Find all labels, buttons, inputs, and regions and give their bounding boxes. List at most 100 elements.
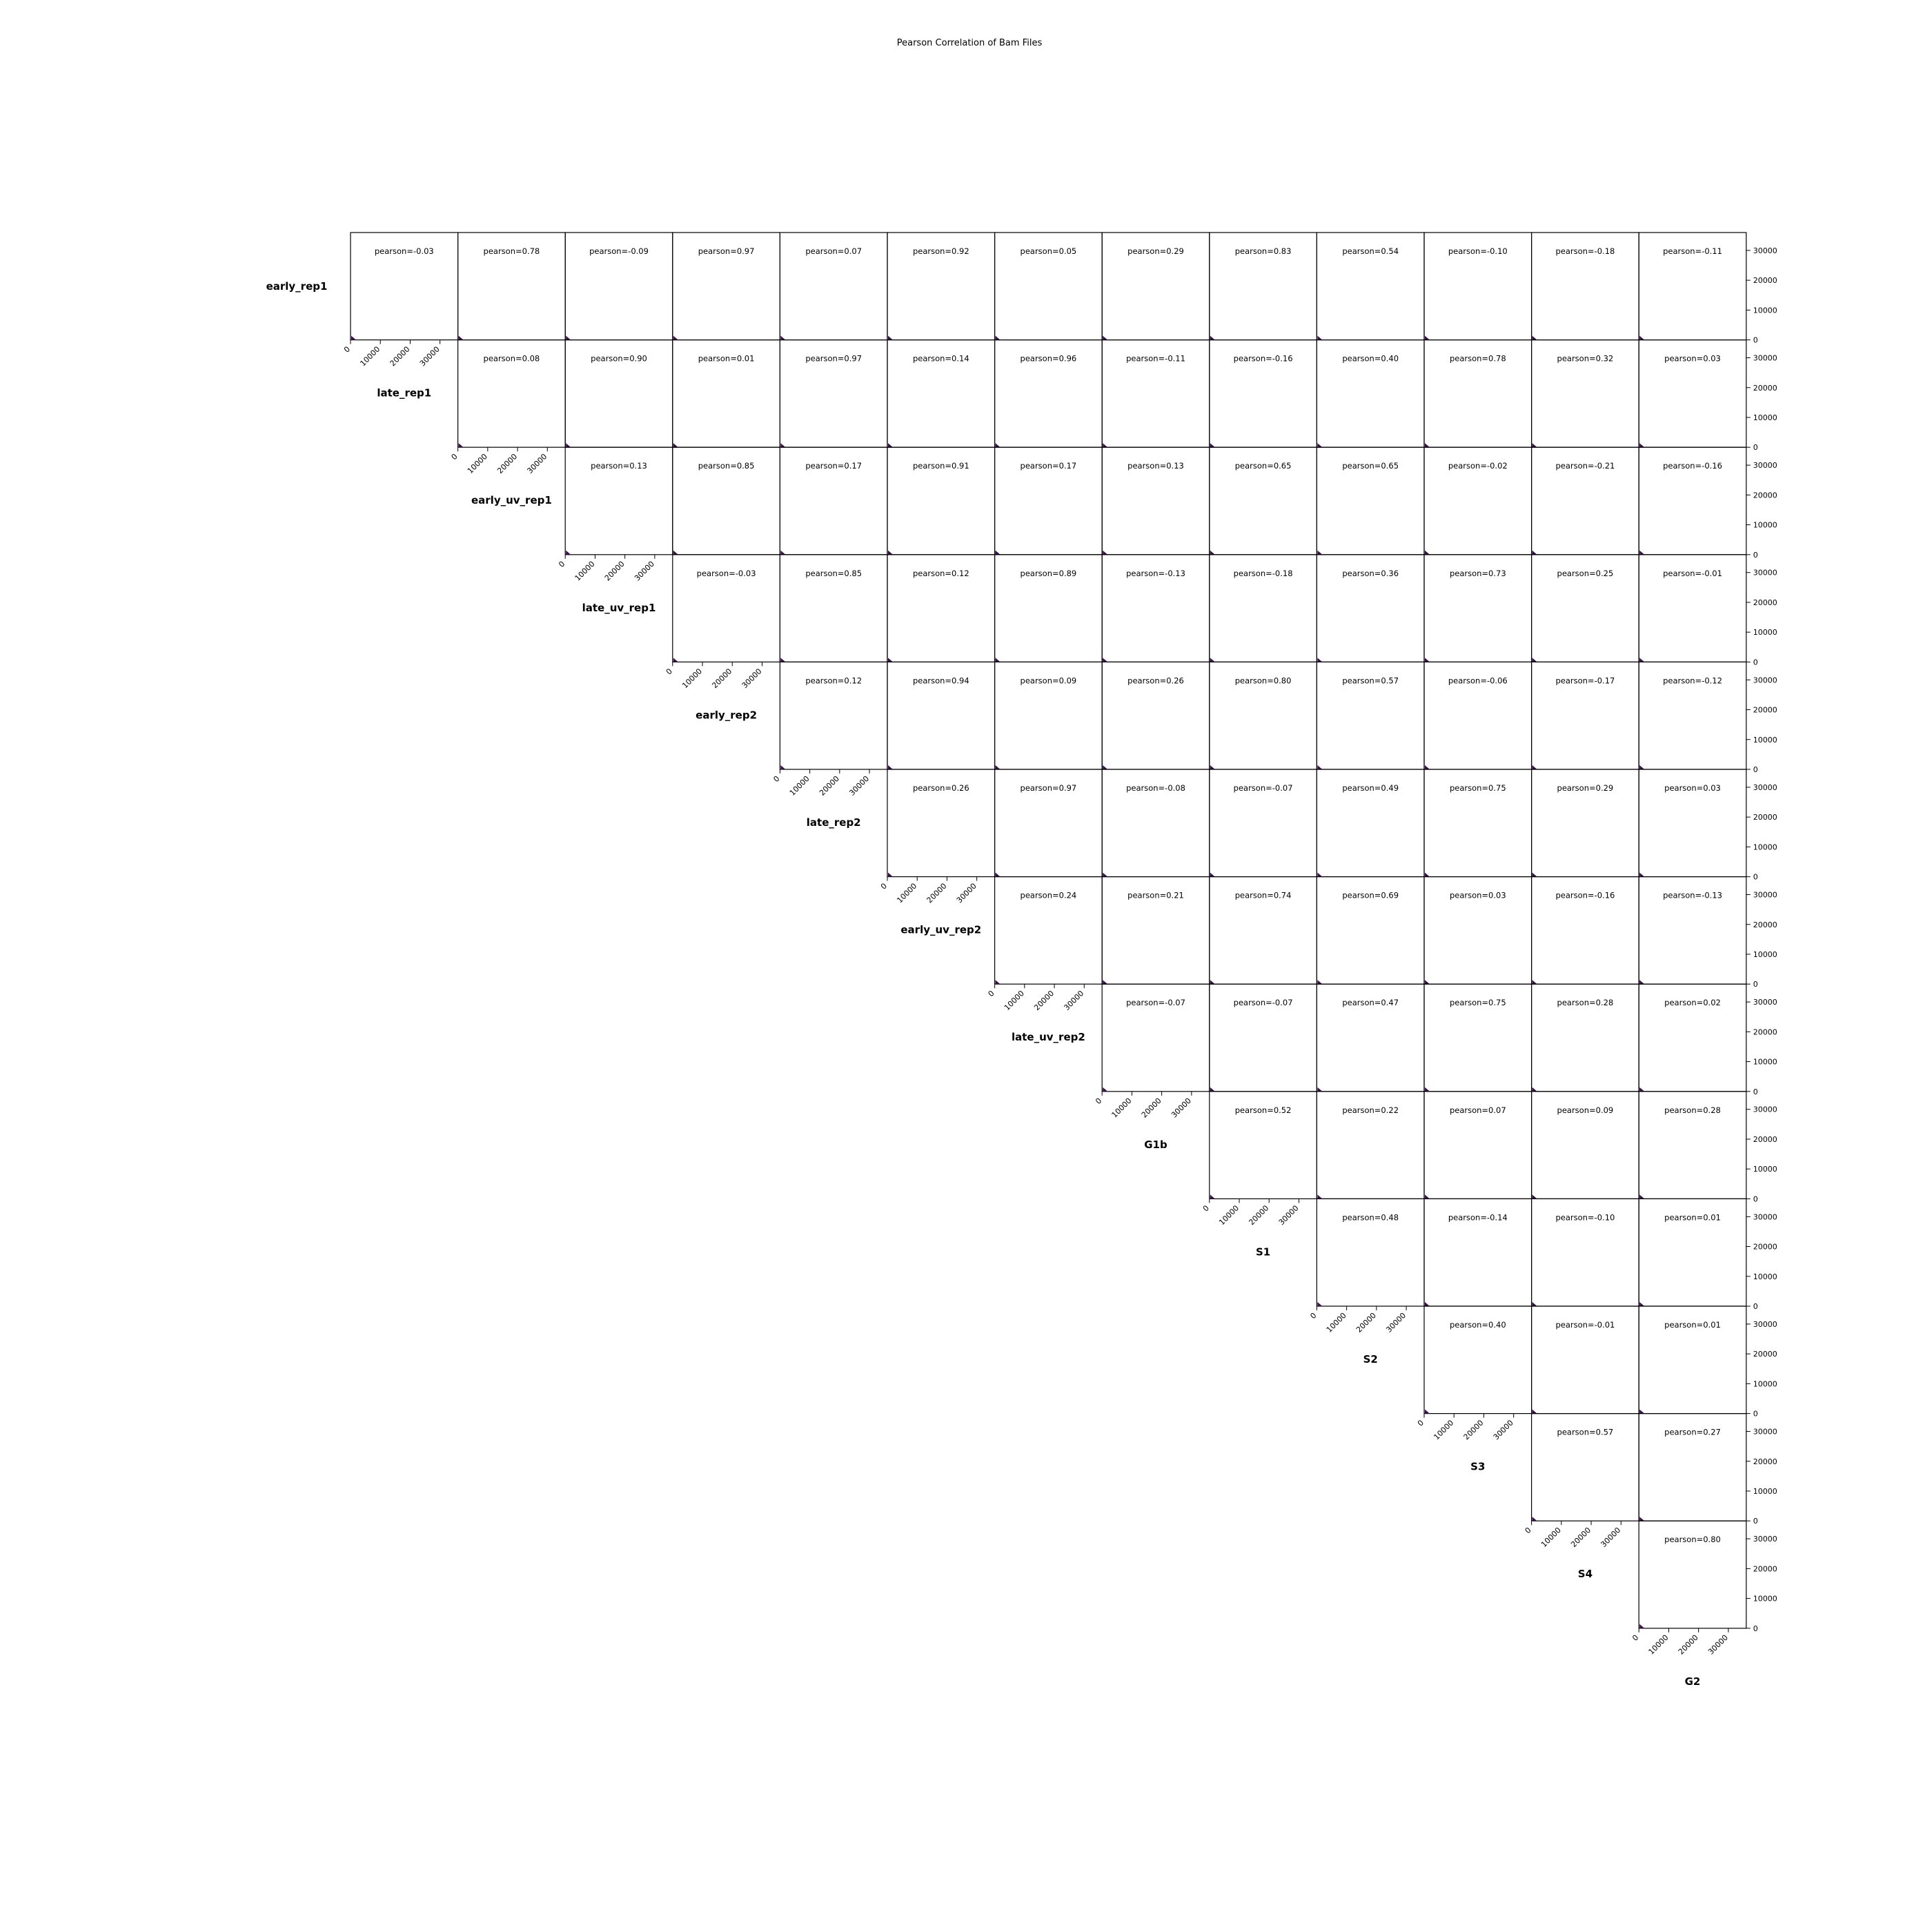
x-tick-label: 20000 xyxy=(495,452,519,475)
pearson-label: pearson=-0.18 xyxy=(1234,569,1293,578)
pearson-label: pearson=0.29 xyxy=(1127,246,1184,256)
scatter-points-cluster xyxy=(1532,1302,1537,1306)
y-tick-label: 30000 xyxy=(1753,676,1777,684)
scatter-points-cluster xyxy=(1317,1194,1323,1199)
x-tick-label: 10000 xyxy=(1539,1526,1563,1549)
pearson-label: pearson=0.12 xyxy=(805,676,862,685)
pearson-label: pearson=0.27 xyxy=(1664,1428,1721,1437)
y-tick-label: 10000 xyxy=(1753,950,1777,959)
scatter-points-cluster xyxy=(1210,872,1215,877)
scatter-points-cluster xyxy=(780,335,786,340)
y-tick-label: 0 xyxy=(1753,658,1758,667)
pearson-label: pearson=0.94 xyxy=(913,676,969,685)
x-tick-label: 10000 xyxy=(358,345,382,368)
scatter-points-cluster xyxy=(1210,1194,1215,1199)
y-tick-label: 0 xyxy=(1753,1624,1758,1633)
pearson-label: pearson=0.57 xyxy=(1342,676,1399,685)
scatter-points-cluster xyxy=(1317,443,1323,448)
scatter-points-cluster xyxy=(1532,443,1537,448)
pearson-label: pearson=0.80 xyxy=(1664,1535,1721,1544)
sample-label: late_rep1 xyxy=(377,387,431,400)
y-tick-label: 20000 xyxy=(1753,384,1777,393)
pearson-label: pearson=0.90 xyxy=(591,354,647,364)
pearson-label: pearson=0.89 xyxy=(1021,569,1077,578)
x-tick-label: 0 xyxy=(1094,1096,1103,1106)
scatter-points-cluster xyxy=(673,335,678,340)
y-tick-label: 20000 xyxy=(1753,598,1777,607)
scatter-points-cluster xyxy=(780,765,786,769)
pearson-label: pearson=-0.12 xyxy=(1663,676,1722,685)
y-tick-label: 10000 xyxy=(1753,1595,1777,1604)
y-tick-label: 10000 xyxy=(1753,628,1777,637)
scatter-points-cluster xyxy=(566,550,571,555)
pearson-label: pearson=-0.07 xyxy=(1234,998,1293,1007)
scatter-points-cluster xyxy=(1639,335,1645,340)
y-tick-label: 30000 xyxy=(1753,783,1777,792)
pearson-label: pearson=0.17 xyxy=(1021,461,1077,471)
scatter-points-cluster xyxy=(1210,335,1215,340)
pearson-label: pearson=-0.16 xyxy=(1555,891,1615,900)
scatter-points-cluster xyxy=(995,980,1000,985)
pearson-label: pearson=-0.10 xyxy=(1555,1212,1615,1222)
sample-label: early_uv_rep1 xyxy=(471,494,552,506)
x-tick-label: 30000 xyxy=(955,882,978,905)
y-tick-label: 20000 xyxy=(1753,1564,1777,1573)
scatter-points-cluster xyxy=(1210,765,1215,769)
scatter-points-cluster xyxy=(1639,980,1645,985)
pearson-label: pearson=0.07 xyxy=(1450,1105,1506,1115)
pearson-label: pearson=0.12 xyxy=(913,569,969,578)
scatter-points-cluster xyxy=(458,443,464,448)
pearson-label: pearson=0.65 xyxy=(1342,461,1399,471)
scatter-points-cluster xyxy=(1103,658,1108,662)
y-tick-label: 0 xyxy=(1753,1194,1758,1203)
y-tick-label: 20000 xyxy=(1753,813,1777,822)
pearson-label: pearson=0.32 xyxy=(1557,354,1614,364)
pearson-label: pearson=0.17 xyxy=(805,461,862,471)
pearson-label: pearson=0.78 xyxy=(1450,354,1506,364)
y-tick-label: 30000 xyxy=(1753,1105,1777,1114)
scatter-points-cluster xyxy=(1639,550,1645,555)
scatter-points-cluster xyxy=(1425,550,1430,555)
pearson-label: pearson=0.05 xyxy=(1021,246,1077,256)
sample-label: early_rep1 xyxy=(266,280,328,293)
y-tick-label: 0 xyxy=(1753,551,1758,560)
pearson-label: pearson=0.13 xyxy=(1127,461,1184,471)
scatter-points-cluster xyxy=(1425,1194,1430,1199)
pearson-label: pearson=0.47 xyxy=(1342,998,1399,1007)
x-tick-label: 30000 xyxy=(1706,1633,1730,1657)
pearson-label: pearson=0.03 xyxy=(1664,354,1721,364)
scatter-points-cluster xyxy=(780,443,786,448)
x-tick-label: 30000 xyxy=(740,667,764,690)
pearson-label: pearson=-0.03 xyxy=(375,246,434,256)
pearson-label: pearson=-0.18 xyxy=(1555,246,1615,256)
x-tick-label: 30000 xyxy=(847,774,871,798)
y-tick-label: 10000 xyxy=(1753,842,1777,851)
scatter-points-cluster xyxy=(1532,1409,1537,1414)
y-tick-label: 20000 xyxy=(1753,1457,1777,1466)
scatter-points-cluster xyxy=(1532,1087,1537,1092)
scatter-points-cluster xyxy=(1317,872,1323,877)
scatter-points-cluster xyxy=(1317,765,1323,769)
y-tick-label: 0 xyxy=(1753,443,1758,452)
y-tick-label: 10000 xyxy=(1753,1379,1777,1388)
pearson-label: pearson=-0.09 xyxy=(589,246,649,256)
y-tick-label: 10000 xyxy=(1753,736,1777,745)
x-tick-label: 10000 xyxy=(1432,1419,1455,1442)
scatter-points-cluster xyxy=(1425,980,1430,985)
scatter-points-cluster xyxy=(1425,1409,1430,1414)
y-tick-label: 20000 xyxy=(1753,1350,1777,1359)
pearson-label: pearson=0.75 xyxy=(1450,998,1506,1007)
scatter-points-cluster xyxy=(1317,550,1323,555)
pearson-label: pearson=0.40 xyxy=(1342,354,1399,364)
scatter-points-cluster xyxy=(1317,1302,1323,1306)
x-tick-label: 10000 xyxy=(1217,1203,1241,1227)
scatter-points-cluster xyxy=(888,443,893,448)
pearson-label: pearson=0.01 xyxy=(698,354,755,364)
pearson-label: pearson=0.02 xyxy=(1664,998,1721,1007)
x-tick-label: 20000 xyxy=(603,560,627,583)
scatter-points-cluster xyxy=(1317,1087,1323,1092)
x-tick-label: 10000 xyxy=(895,882,918,905)
scatter-points-cluster xyxy=(1317,335,1323,340)
scatter-points-cluster xyxy=(1425,443,1430,448)
x-tick-label: 0 xyxy=(987,989,996,998)
